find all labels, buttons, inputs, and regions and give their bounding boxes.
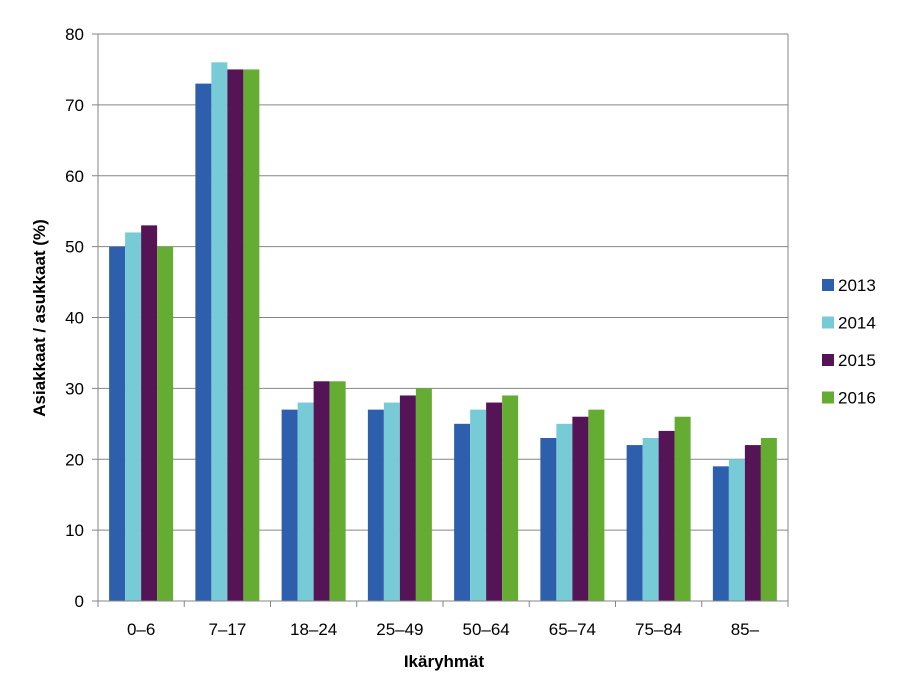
bar-2014-1 — [125, 232, 142, 601]
bar-2015-1 — [141, 225, 158, 602]
legend-label: 2016 — [838, 389, 876, 408]
bars — [109, 62, 777, 602]
bar-2015-6 — [572, 416, 589, 601]
x-tick-label: 18–24 — [290, 620, 337, 639]
y-tick-label: 80 — [65, 25, 84, 44]
bar-2014-7 — [642, 437, 659, 601]
bar-2013-7 — [626, 445, 643, 601]
x-axis-title: Ikäryhmät — [404, 652, 485, 671]
bar-2016-6 — [588, 409, 605, 601]
legend-swatch-2015 — [822, 354, 834, 366]
bar-2013-8 — [712, 466, 729, 601]
bar-2015-4 — [399, 395, 416, 601]
legend-swatch-2014 — [822, 316, 834, 329]
bar-2016-5 — [502, 395, 519, 601]
bar-2013-1 — [109, 246, 126, 601]
bar-2013-4 — [367, 409, 384, 601]
y-tick-label: 20 — [65, 450, 84, 469]
bar-2014-5 — [470, 409, 487, 601]
x-tick-label: 7–17 — [208, 620, 246, 639]
x-tick-label: 65–74 — [549, 620, 596, 639]
y-tick-label: 30 — [65, 379, 84, 398]
x-tick-label: 0–6 — [127, 620, 155, 639]
legend-label: 2015 — [838, 351, 876, 370]
legend-label: 2013 — [838, 276, 876, 295]
x-tick-label: 75–84 — [635, 620, 682, 639]
bar-2016-2 — [243, 69, 260, 601]
bar-2013-2 — [195, 83, 212, 602]
bar-2015-7 — [658, 430, 675, 601]
legend-swatch-2016 — [822, 391, 834, 404]
x-tick-label: 25–49 — [376, 620, 423, 639]
bar-2015-3 — [313, 381, 330, 601]
legend-label: 2014 — [838, 314, 876, 333]
bar-2016-4 — [415, 388, 432, 601]
bar-2014-6 — [556, 423, 573, 601]
legend: 2013 2014 2015 2016 — [822, 276, 876, 408]
bar-2014-8 — [728, 459, 745, 601]
y-tick-label: 50 — [65, 238, 84, 257]
axes: 0 10 20 30 40 50 60 70 80 0–6 7–17 18–24 25–49 50–64 6… — [65, 25, 789, 639]
y-axis-title: Asiakkaat / asukkaat (%) — [30, 219, 49, 417]
y-tick-label: 70 — [65, 96, 84, 115]
x-tick-label: 85– — [731, 620, 760, 639]
y-tick-label: 40 — [65, 309, 84, 328]
y-tick-label: 0 — [75, 592, 84, 611]
bar-2016-8 — [760, 437, 777, 601]
bar-2014-2 — [211, 62, 228, 602]
bar-2013-5 — [454, 423, 471, 601]
bar-2016-3 — [329, 381, 346, 601]
bar-2014-4 — [383, 402, 400, 601]
bar-2013-3 — [281, 409, 298, 601]
bar-2016-1 — [157, 246, 174, 601]
bar-2015-2 — [227, 69, 244, 601]
bar-2014-3 — [297, 402, 314, 601]
legend-swatch-2013 — [822, 279, 834, 291]
y-tick-label: 60 — [65, 167, 84, 186]
x-tick-label: 50–64 — [462, 620, 509, 639]
bar-2013-6 — [540, 437, 557, 601]
bar-2016-7 — [674, 416, 691, 601]
bar-2015-5 — [486, 402, 503, 601]
bar-2015-8 — [744, 445, 761, 601]
y-tick-label: 10 — [65, 521, 84, 540]
